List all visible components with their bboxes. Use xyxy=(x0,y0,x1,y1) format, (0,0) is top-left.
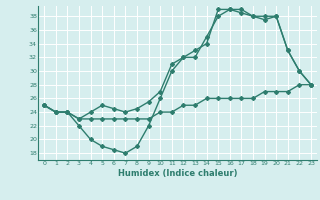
X-axis label: Humidex (Indice chaleur): Humidex (Indice chaleur) xyxy=(118,169,237,178)
